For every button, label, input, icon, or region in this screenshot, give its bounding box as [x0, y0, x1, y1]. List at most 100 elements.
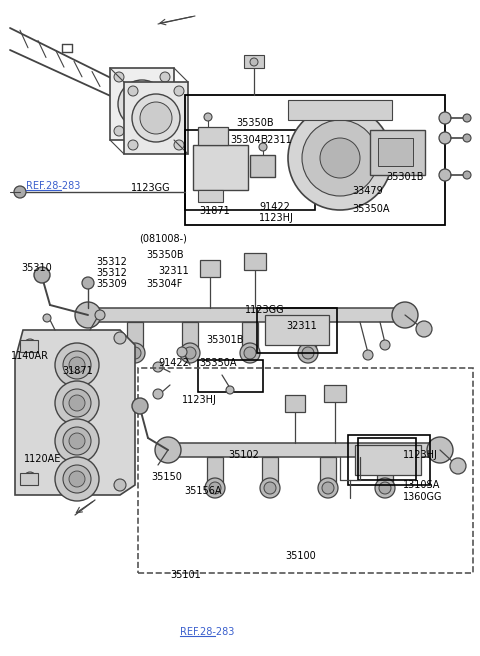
- Text: 1310SA: 1310SA: [403, 480, 441, 491]
- Bar: [198, 127, 228, 145]
- Circle shape: [318, 478, 338, 498]
- Text: 35310: 35310: [22, 262, 52, 273]
- Circle shape: [82, 277, 94, 289]
- Text: (081008-): (081008-): [139, 233, 187, 243]
- Bar: [207, 457, 223, 485]
- Circle shape: [380, 340, 390, 350]
- Bar: [358, 438, 416, 480]
- Text: 32311: 32311: [158, 266, 189, 276]
- Circle shape: [288, 106, 392, 210]
- Circle shape: [140, 102, 172, 134]
- Circle shape: [34, 267, 50, 283]
- Circle shape: [416, 321, 432, 337]
- Text: 35301B: 35301B: [386, 172, 424, 182]
- Bar: [88, 308, 405, 322]
- Text: 1140AR: 1140AR: [11, 351, 48, 361]
- Text: 1360GG: 1360GG: [403, 492, 443, 502]
- Circle shape: [439, 169, 451, 181]
- Circle shape: [155, 437, 181, 463]
- Circle shape: [24, 472, 36, 484]
- Text: 32311: 32311: [262, 134, 292, 145]
- Circle shape: [298, 343, 318, 363]
- Bar: [198, 360, 263, 392]
- Text: 35309: 35309: [96, 279, 127, 289]
- Circle shape: [128, 86, 138, 96]
- Circle shape: [69, 357, 85, 373]
- Circle shape: [450, 458, 466, 474]
- Bar: [300, 322, 316, 350]
- Text: 1123GG: 1123GG: [245, 305, 285, 316]
- Circle shape: [439, 132, 451, 144]
- Bar: [377, 457, 393, 485]
- Circle shape: [24, 339, 36, 351]
- Circle shape: [463, 114, 471, 122]
- Circle shape: [240, 343, 260, 363]
- Bar: [198, 190, 223, 202]
- Circle shape: [69, 395, 85, 411]
- Circle shape: [69, 471, 85, 487]
- Circle shape: [375, 478, 395, 498]
- Circle shape: [118, 80, 166, 128]
- Bar: [320, 457, 336, 485]
- Bar: [348, 435, 430, 485]
- Text: 35350B: 35350B: [236, 118, 274, 129]
- Circle shape: [153, 362, 163, 372]
- Circle shape: [379, 482, 391, 494]
- Circle shape: [302, 120, 378, 196]
- Bar: [244, 55, 264, 68]
- Text: 91422: 91422: [259, 201, 290, 212]
- Bar: [257, 308, 337, 353]
- Text: 1123HJ: 1123HJ: [182, 395, 217, 405]
- Circle shape: [184, 347, 196, 359]
- Circle shape: [114, 126, 124, 136]
- Circle shape: [126, 88, 158, 120]
- Text: 35101: 35101: [170, 570, 201, 581]
- Bar: [242, 322, 258, 350]
- Text: REF.28-283: REF.28-283: [26, 181, 81, 192]
- Circle shape: [132, 398, 148, 414]
- Circle shape: [209, 482, 221, 494]
- Circle shape: [244, 347, 256, 359]
- Circle shape: [95, 310, 105, 320]
- Text: 35350B: 35350B: [146, 249, 184, 260]
- Text: 35150: 35150: [151, 472, 182, 482]
- Bar: [250, 155, 275, 177]
- Circle shape: [463, 134, 471, 142]
- Circle shape: [75, 302, 101, 328]
- Circle shape: [392, 302, 418, 328]
- Text: 35312: 35312: [96, 268, 127, 278]
- Text: 33479: 33479: [353, 186, 384, 196]
- Text: 1123HJ: 1123HJ: [403, 450, 438, 461]
- Circle shape: [160, 126, 170, 136]
- Bar: [324, 385, 346, 402]
- Text: 1120AE: 1120AE: [24, 454, 61, 464]
- Text: REF.28-283: REF.28-283: [180, 626, 234, 637]
- Circle shape: [205, 478, 225, 498]
- Text: 35304F: 35304F: [146, 279, 183, 289]
- Circle shape: [114, 72, 124, 82]
- Bar: [168, 443, 440, 457]
- Circle shape: [63, 351, 91, 379]
- Text: 35350A: 35350A: [353, 203, 390, 214]
- Circle shape: [177, 347, 187, 357]
- Circle shape: [363, 350, 373, 360]
- Bar: [378, 138, 413, 166]
- Circle shape: [63, 465, 91, 493]
- Circle shape: [55, 381, 99, 425]
- Text: 32311: 32311: [287, 321, 317, 331]
- Circle shape: [302, 347, 314, 359]
- Bar: [185, 95, 445, 225]
- Circle shape: [132, 94, 180, 142]
- Bar: [138, 368, 473, 573]
- Circle shape: [259, 143, 267, 151]
- Bar: [127, 322, 143, 350]
- Bar: [20, 340, 38, 352]
- Circle shape: [264, 482, 276, 494]
- Circle shape: [125, 343, 145, 363]
- Circle shape: [114, 332, 126, 344]
- Bar: [288, 100, 392, 120]
- Circle shape: [153, 389, 163, 399]
- Bar: [244, 253, 266, 270]
- Bar: [285, 395, 305, 412]
- Bar: [182, 322, 198, 350]
